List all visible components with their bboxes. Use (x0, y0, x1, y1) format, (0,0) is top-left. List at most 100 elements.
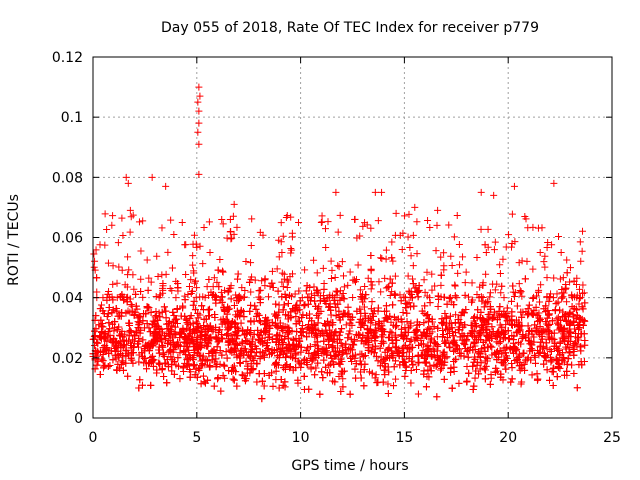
data-point (406, 322, 414, 330)
data-point (483, 326, 491, 334)
data-point (174, 320, 182, 328)
data-point (553, 373, 561, 381)
data-point (484, 320, 492, 328)
data-point (205, 312, 213, 320)
data-point (440, 348, 448, 356)
data-point (439, 327, 447, 335)
data-point (571, 340, 579, 348)
data-point (482, 362, 490, 370)
data-point (209, 352, 217, 360)
data-point (190, 297, 198, 305)
data-point (147, 308, 155, 316)
data-point (452, 311, 460, 319)
data-point (255, 311, 263, 319)
data-point (519, 308, 527, 316)
data-point (135, 358, 143, 366)
data-point (183, 342, 191, 350)
data-point (471, 323, 479, 331)
data-point (401, 341, 409, 349)
data-point (498, 282, 506, 290)
data-point (295, 287, 303, 295)
data-point (431, 354, 439, 362)
data-point (96, 333, 104, 341)
data-point (106, 325, 114, 333)
data-point (220, 361, 228, 369)
data-point (274, 314, 282, 322)
data-point (197, 331, 205, 339)
data-point (185, 346, 193, 354)
data-point (265, 371, 273, 379)
data-point (568, 361, 576, 369)
data-point (255, 335, 263, 343)
data-point (319, 374, 327, 382)
data-point (381, 348, 389, 356)
data-point (101, 342, 109, 350)
data-point (515, 338, 523, 346)
data-point (389, 339, 397, 347)
data-point (251, 342, 259, 350)
data-point (420, 319, 428, 327)
data-point (97, 316, 105, 324)
data-point (96, 371, 104, 379)
data-point (351, 337, 359, 345)
data-point (314, 314, 322, 322)
data-point (98, 355, 106, 363)
data-point (143, 365, 151, 373)
data-point (475, 370, 483, 378)
data-point (221, 362, 229, 370)
data-point (196, 328, 204, 336)
data-point (535, 349, 543, 357)
data-point (292, 312, 300, 320)
data-point (566, 349, 574, 357)
data-point (581, 336, 589, 344)
data-point (160, 373, 168, 381)
data-point (371, 374, 379, 382)
data-point (211, 311, 219, 319)
data-point (327, 311, 335, 319)
data-point (391, 357, 399, 365)
data-point (104, 290, 112, 298)
data-point (135, 334, 143, 342)
data-point (314, 344, 322, 352)
data-point (471, 374, 479, 382)
data-point (543, 344, 551, 352)
data-point (438, 333, 446, 341)
data-point (118, 309, 126, 317)
data-point (497, 358, 505, 366)
data-point (542, 318, 550, 326)
data-point (102, 334, 110, 342)
data-point (174, 354, 182, 362)
data-point (195, 367, 203, 375)
data-point (482, 353, 490, 361)
data-point (274, 287, 282, 295)
data-point (540, 305, 548, 313)
data-point (461, 291, 469, 299)
data-point (481, 366, 489, 374)
data-point (442, 325, 450, 333)
data-point (490, 308, 498, 316)
data-point (442, 339, 450, 347)
data-point (338, 325, 346, 333)
data-point (275, 384, 283, 392)
data-point (302, 287, 310, 295)
data-point (191, 306, 199, 314)
data-point (158, 308, 166, 316)
data-point (272, 367, 280, 375)
data-point (127, 328, 135, 336)
data-point (318, 368, 326, 376)
data-point (367, 252, 375, 260)
data-point (546, 376, 554, 384)
data-point (154, 330, 162, 338)
data-point (331, 352, 339, 360)
data-point (280, 301, 288, 309)
data-point (208, 325, 216, 333)
data-point (287, 308, 295, 316)
data-point (527, 337, 535, 345)
data-point (368, 316, 376, 324)
data-point (524, 305, 532, 313)
data-point (473, 358, 481, 366)
data-point (441, 340, 449, 348)
data-point (357, 309, 365, 317)
data-point (272, 300, 280, 308)
data-point (390, 363, 398, 371)
